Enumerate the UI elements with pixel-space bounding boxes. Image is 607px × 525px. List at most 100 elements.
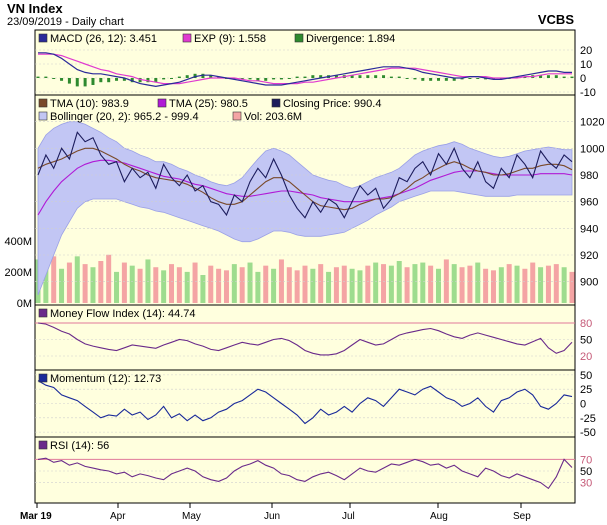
divergence-bar <box>429 78 433 81</box>
volume-bar <box>506 264 512 303</box>
x-tick-label: Apr <box>110 511 126 522</box>
rsi-panel <box>34 436 576 504</box>
bollinger-band <box>37 121 573 296</box>
divergence-bar <box>523 76 527 78</box>
volume-bar <box>420 262 426 303</box>
divergence-bar <box>287 78 291 79</box>
divergence-bar <box>248 78 252 80</box>
tma10-swatch <box>38 98 48 108</box>
x-tick-label: Jul <box>342 511 355 522</box>
rsi-legend-label: RSI (14): 56 <box>50 440 109 452</box>
chart-title: VN Index <box>7 1 63 16</box>
divergence-bar <box>279 78 283 80</box>
divergence-bar <box>546 75 550 78</box>
mfi-tick-label: 50 <box>580 335 592 347</box>
volume-bar <box>396 261 402 303</box>
divergence-bar <box>570 76 574 78</box>
volume-bar <box>216 268 222 303</box>
divergence-bar <box>193 73 197 78</box>
x-tick-label: Sep <box>513 511 531 522</box>
volume-bar <box>553 264 559 303</box>
volume-bar <box>169 264 174 303</box>
rsi-tick-label: 70 <box>580 454 592 466</box>
divergence-bar <box>115 78 119 81</box>
volume-bar <box>247 262 253 303</box>
divergence-bar <box>107 78 111 83</box>
momentum-tick-label: 25 <box>580 384 592 396</box>
divergence-bar <box>154 78 158 83</box>
volume-bar <box>514 265 520 303</box>
volume-bar <box>51 256 57 303</box>
mfi-tick-label: 80 <box>580 318 592 330</box>
volume-bar <box>373 262 379 303</box>
vol-swatch <box>232 111 242 121</box>
volume-bar <box>459 267 465 303</box>
rsi-line <box>37 457 573 490</box>
divergence-bar <box>539 75 543 78</box>
volume-bar <box>443 259 449 303</box>
closing-price-line <box>37 131 573 219</box>
divergence-bar <box>437 78 440 81</box>
price-legend-label: TMA (10): 983.9 <box>50 98 129 110</box>
divergence-bar <box>60 78 64 81</box>
exp-swatch <box>182 33 192 43</box>
volume-bar <box>302 265 308 303</box>
divergence-bar <box>374 75 378 78</box>
price-legend-label: Bollinger (20, 2): 965.2 - 999.4 <box>50 111 199 123</box>
price-tick-label: 1000 <box>580 143 604 155</box>
volume-bar <box>341 265 347 303</box>
volume-bar <box>428 265 434 303</box>
divergence-bar <box>272 78 276 80</box>
price-legend-label: Vol: 203.6M <box>244 111 302 123</box>
price-tick-label: 1020 <box>580 117 604 129</box>
divergence-bar <box>366 75 370 78</box>
divergence-bar <box>515 76 519 78</box>
rsi-tick-label: 30 <box>580 478 592 490</box>
divergence-bar <box>444 78 448 81</box>
volume-bar <box>561 267 567 303</box>
divergence-bar <box>421 78 425 81</box>
rsi-tick-label: 50 <box>580 466 592 478</box>
volume-bar <box>121 262 127 303</box>
volume-bar <box>129 265 135 303</box>
volume-bar <box>145 259 151 303</box>
divergence-bar <box>334 75 338 78</box>
volume-tick-label: 400M <box>4 236 32 248</box>
chart-subtitle: 23/09/2019 - Daily chart <box>7 16 124 28</box>
volume-bar <box>176 267 182 303</box>
tma25-swatch <box>157 98 167 108</box>
momentum-tick-label: 50 <box>580 370 592 382</box>
divergence-bar <box>240 78 244 80</box>
bollinger-swatch <box>38 111 48 121</box>
divergence-bar <box>397 76 401 78</box>
divergence-bar <box>44 76 48 78</box>
divergence-bar <box>264 78 268 81</box>
price-legend-label: TMA (25): 980.5 <box>169 98 248 110</box>
divergence-bar <box>484 78 488 80</box>
rsi-swatch <box>38 440 48 450</box>
volume-bar <box>192 262 198 303</box>
volume-bar <box>388 265 394 303</box>
divergence-bar <box>91 78 95 85</box>
volume-bar <box>381 264 387 303</box>
x-tick-label: May <box>182 511 201 522</box>
macd-tick-label: -10 <box>580 87 596 99</box>
volume-bar <box>161 270 167 303</box>
volume-bar <box>365 265 371 303</box>
volume-bar <box>569 271 575 303</box>
divergence-bar <box>562 76 566 78</box>
volume-tick-label: 200M <box>4 267 32 279</box>
divergence-bar <box>201 73 205 78</box>
macd-legend-label: MACD (26, 12): 3.451 <box>50 33 157 45</box>
divergence-bar <box>67 78 71 84</box>
volume-bar <box>200 275 206 303</box>
price-tick-label: 980 <box>580 170 598 182</box>
momentum-swatch <box>38 373 48 383</box>
volume-bar <box>318 264 324 303</box>
volume-bar <box>223 270 229 303</box>
volume-bar <box>43 265 49 303</box>
price-legend-label: Closing Price: 990.4 <box>283 98 381 110</box>
exp-line <box>38 53 572 85</box>
volume-bar <box>326 271 332 303</box>
